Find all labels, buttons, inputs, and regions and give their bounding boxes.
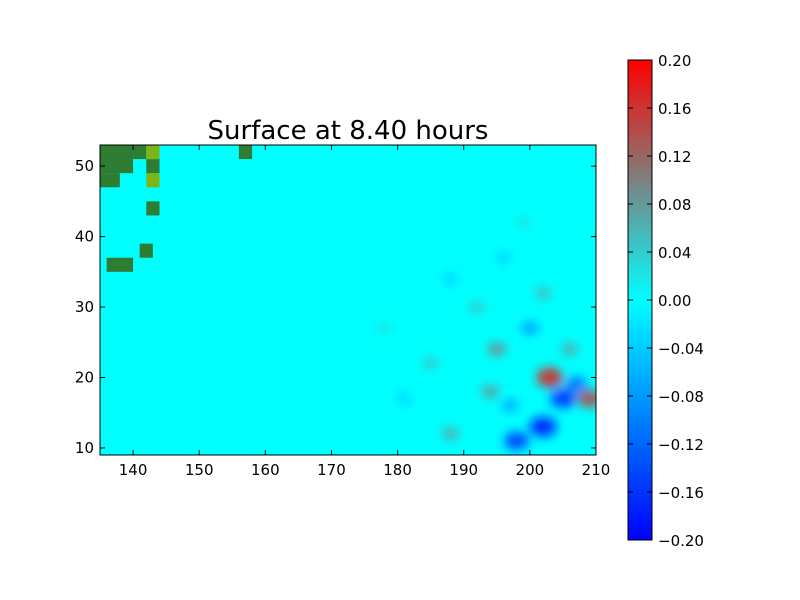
surface-anomaly xyxy=(560,342,579,356)
land-layer xyxy=(100,145,253,272)
x-tick-label: 170 xyxy=(317,461,346,479)
land-cell xyxy=(106,257,134,272)
surface-anomaly xyxy=(529,416,557,438)
surface-anomaly xyxy=(422,357,439,370)
surface-anomaly xyxy=(520,321,540,336)
colorbar-tick-label: 0.20 xyxy=(658,52,691,70)
x-tick-label: 200 xyxy=(516,461,545,479)
surface-anomaly xyxy=(536,367,563,388)
anomaly-layer xyxy=(377,217,596,451)
x-tick-label: 140 xyxy=(119,461,148,479)
colorbar-tick-label: 0.16 xyxy=(658,100,691,118)
sea-surface-background xyxy=(100,145,596,455)
heatmap-plot xyxy=(99,144,597,456)
colorbar-tick-label: −0.08 xyxy=(658,388,704,406)
y-tick-label: 10 xyxy=(75,439,94,457)
land-cell xyxy=(139,243,153,258)
plot-frame xyxy=(99,144,597,456)
surface-anomaly xyxy=(480,384,500,399)
x-tick-label: 160 xyxy=(251,461,280,479)
x-tick-label: 210 xyxy=(582,461,611,479)
land-cell-highlight xyxy=(146,173,160,188)
surface-anomaly xyxy=(442,273,459,285)
surface-anomaly xyxy=(550,389,576,409)
land-cell xyxy=(100,173,120,188)
land-cell xyxy=(100,145,134,174)
y-tick-label: 30 xyxy=(75,298,94,316)
land-cell xyxy=(146,159,160,174)
land-cell xyxy=(238,145,253,160)
surface-anomaly xyxy=(468,301,485,314)
colorbar-tick-label: −0.16 xyxy=(658,484,704,502)
y-tick-label: 50 xyxy=(75,157,94,175)
colorbar-tick-label: −0.20 xyxy=(658,532,704,550)
x-tick-label: 150 xyxy=(185,461,214,479)
colorbar-tick-label: 0.08 xyxy=(658,196,691,214)
colorbar-tick-label: 0.04 xyxy=(658,244,691,262)
colorbar-tick-label: 0.12 xyxy=(658,148,691,166)
x-tick-label: 190 xyxy=(449,461,478,479)
chart-title: Surface at 8.40 hours xyxy=(208,116,489,146)
surface-anomaly xyxy=(396,392,412,405)
surface-anomaly xyxy=(377,322,392,334)
y-axis: 10 20 30 40 50 xyxy=(75,157,596,457)
surface-anomaly xyxy=(441,427,460,441)
colorbar-tick-label: −0.04 xyxy=(658,340,704,358)
colorbar-tick-label: −0.12 xyxy=(658,436,704,454)
surface-anomaly xyxy=(504,431,530,451)
colorbar-ticks: 0.20 0.16 0.12 0.08 0.04 0.00 −0.04 −0.08 −0.12 −… xyxy=(628,52,704,550)
surface-anomaly xyxy=(534,286,552,300)
surface-anomaly xyxy=(565,376,587,393)
x-tick-label: 180 xyxy=(383,461,412,479)
colorbar-tick-label: 0.00 xyxy=(658,292,691,310)
surface-anomaly xyxy=(501,399,519,413)
colorbar: 0.20 0.16 0.12 0.08 0.04 0.00 −0.04 −0.08 −0.12 −… xyxy=(627,52,704,550)
x-axis: 140 150 160 170 180 190 200 210 xyxy=(119,145,611,479)
y-tick-label: 20 xyxy=(75,369,94,387)
land-cell xyxy=(133,145,147,160)
y-tick-label: 40 xyxy=(75,228,94,246)
surface-anomaly xyxy=(495,252,512,264)
surface-anomaly xyxy=(577,389,596,408)
land-cell-highlight xyxy=(146,145,160,160)
land-cell xyxy=(146,201,160,216)
surface-anomaly xyxy=(487,342,507,357)
surface-anomaly xyxy=(516,217,531,228)
